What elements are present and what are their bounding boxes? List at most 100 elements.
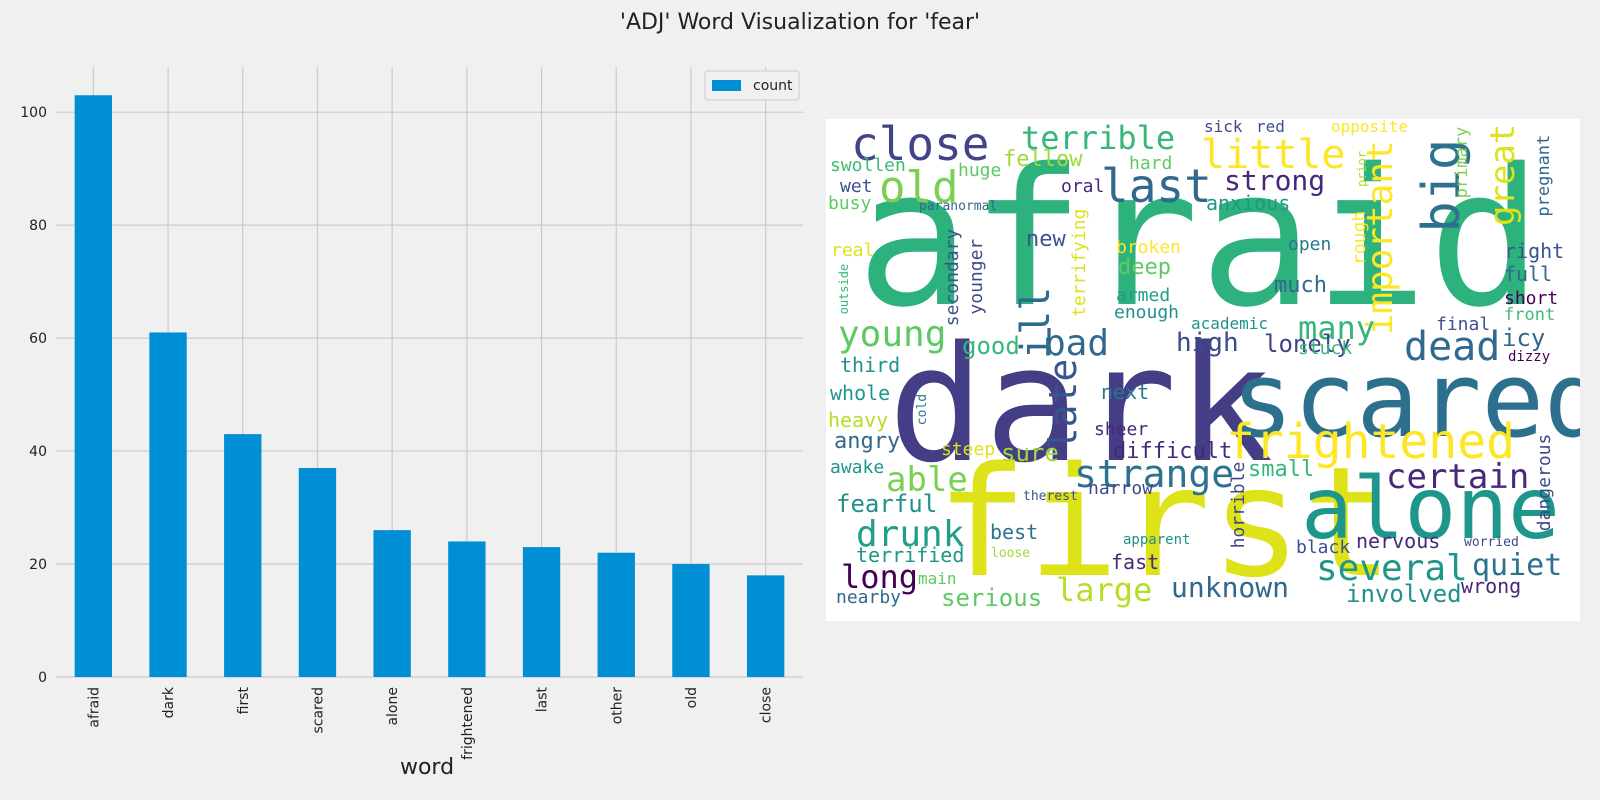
wordcloud-word-frightened: frightened (1226, 414, 1515, 470)
wordcloud-word-best: best (990, 520, 1039, 544)
figure-title: 'ADJ' Word Visualization for 'fear' (619, 10, 981, 35)
wordcloud-word-third: third (840, 353, 901, 377)
y-tick-label: 20 (29, 557, 47, 573)
wordcloud-word-awake: awake (830, 457, 885, 478)
wordcloud-word-sure: sure (1001, 439, 1059, 467)
wordcloud-word-small: small (1248, 457, 1315, 482)
y-tick-label: 80 (29, 218, 47, 234)
bar-alone (373, 530, 411, 677)
wordcloud-word-heavy: heavy (828, 408, 889, 432)
wordcloud-word-unknown: unknown (1171, 571, 1290, 604)
wordcloud-word-nearby: nearby (836, 587, 902, 608)
wordcloud-word-first: first (936, 434, 1394, 611)
legend-label: count (753, 78, 793, 94)
wordcloud-word-secondary: secondary (942, 228, 963, 327)
x-tick-label: last (535, 687, 551, 713)
wordcloud-word-icy: icy (1502, 324, 1546, 352)
wordcloud-word-huge: huge (958, 160, 1002, 181)
wordcloud-word-dangerous: dangerous (1534, 433, 1555, 532)
wordcloud-word-quiet: quiet (1472, 548, 1563, 583)
wordcloud-word-fearful: fearful (836, 490, 938, 518)
wordcloud-word-front: front (1504, 305, 1556, 325)
wordcloud-word-sick: sick (1204, 119, 1243, 136)
bar-chart: 0 20 40 60 80 100 afraid dark first scared alone f… (20, 67, 803, 780)
wordcloud-word-fast: fast (1111, 550, 1160, 574)
wordcloud-word-therest: therest (1023, 489, 1078, 504)
wordcloud-word-several: several (1316, 548, 1468, 589)
x-tick-label: afraid (86, 687, 102, 728)
wordcloud-word-steep: steep (941, 439, 996, 460)
x-tick-label: close (759, 687, 775, 723)
y-tick-label: 0 (38, 670, 47, 686)
wordcloud-word-deep: deep (1118, 255, 1171, 280)
wordcloud-word-hard: hard (1129, 153, 1173, 174)
wordcloud-word-wrong: wrong (1461, 574, 1522, 598)
wordcloud-word-large: large (1056, 571, 1153, 609)
wordcloud-word-old: old (879, 162, 959, 213)
wordcloud-word-primary: primary (1452, 126, 1472, 199)
wordcloud-word-broken: broken (1116, 237, 1182, 258)
wordcloud-word-black: black (1296, 537, 1351, 558)
wordcloud-word-narrow: narrow (1088, 478, 1154, 499)
wordcloud-word-young: young (838, 314, 947, 355)
word-cloud: afraid dark scared first alone frightened clos… (826, 119, 1580, 621)
wordcloud-word-armed: armed (1116, 285, 1171, 306)
wordcloud-word-good: good (962, 332, 1020, 360)
wordcloud-word-strange: strange (1074, 452, 1235, 496)
wordcloud-word-horrible: horrible (1228, 461, 1249, 549)
wordcloud-word-paranormal: paranormal (919, 199, 998, 214)
wordcloud-word-right: right (1504, 239, 1565, 263)
x-tick-label: old (684, 687, 700, 708)
bar-last (522, 547, 561, 677)
x-tick-label: scared (310, 687, 326, 734)
wordcloud-word-opposite: opposite (1331, 119, 1409, 136)
wordcloud-word-open: open (1288, 234, 1332, 255)
wordcloud-word-dead: dead (1404, 324, 1501, 370)
wordcloud-word-dizzy: dizzy (1508, 349, 1551, 365)
wordcloud-word-many: many (1298, 309, 1376, 347)
wordcloud-word-nervous: nervous (1356, 529, 1441, 553)
wordcloud-word-serious: serious (941, 584, 1043, 612)
wordcloud-word-terrified: terrified (856, 543, 965, 567)
x-tick-label: frightened (460, 687, 476, 760)
wordcloud-word-busy: busy (828, 193, 872, 214)
wordcloud-word-anxious: anxious (1206, 191, 1291, 215)
wordcloud-word-little: little (1201, 132, 1346, 178)
wordcloud-word-lonely: lonely (1264, 330, 1351, 358)
bars (74, 95, 785, 678)
wordcloud-word-involved: involved (1346, 580, 1462, 608)
bar-other (597, 552, 635, 677)
wordcloud-word-oral: oral (1061, 176, 1105, 197)
wordcloud-word-alone: alone (1301, 459, 1560, 559)
wordcloud-word-difficult: difficult (1113, 439, 1233, 464)
wordcloud-word-certain: certain (1386, 457, 1530, 497)
bar-scared (298, 468, 337, 677)
wordcloud-word-full: full (1504, 262, 1553, 286)
wordcloud-word-dark: dark (888, 311, 1274, 498)
wordcloud-word-scared: scared (1231, 339, 1580, 461)
wordcloud-word-apparent: apparent (1123, 532, 1191, 548)
y-tick-label: 40 (29, 444, 47, 460)
wordcloud-word-high: high (1176, 328, 1239, 358)
wordcloud-word-swollen: swollen (830, 155, 906, 176)
wordcloud-word-able: able (886, 460, 968, 500)
bar-afraid (74, 95, 113, 678)
wordcloud-word-rough: rough (1349, 210, 1370, 265)
wordcloud-word-sheer: sheer (1094, 419, 1149, 440)
wordcloud-word-afraid: afraid (856, 128, 1543, 349)
x-tick-label: first (236, 686, 252, 714)
wordcloud-word-whole: whole (830, 381, 891, 405)
y-tick-label: 100 (20, 105, 47, 121)
wordcloud-word-terrifying: terrifying (1069, 208, 1090, 317)
wordcloud-word-prior: prior (1355, 150, 1369, 187)
wordcloud-word-outside: outside (837, 263, 851, 315)
bar-old (672, 564, 710, 677)
wordcloud-word-last: last (1101, 159, 1212, 213)
x-tick-label: dark (161, 686, 177, 718)
bar-first (224, 434, 262, 677)
bar-dark (149, 332, 187, 677)
wordcloud-word-late: late (1041, 358, 1085, 451)
wordcloud-word-wet: wet (840, 176, 873, 197)
y-axis-tick-labels: 0 20 40 60 80 100 (20, 105, 47, 686)
wordcloud-word-new: new (1026, 227, 1066, 252)
